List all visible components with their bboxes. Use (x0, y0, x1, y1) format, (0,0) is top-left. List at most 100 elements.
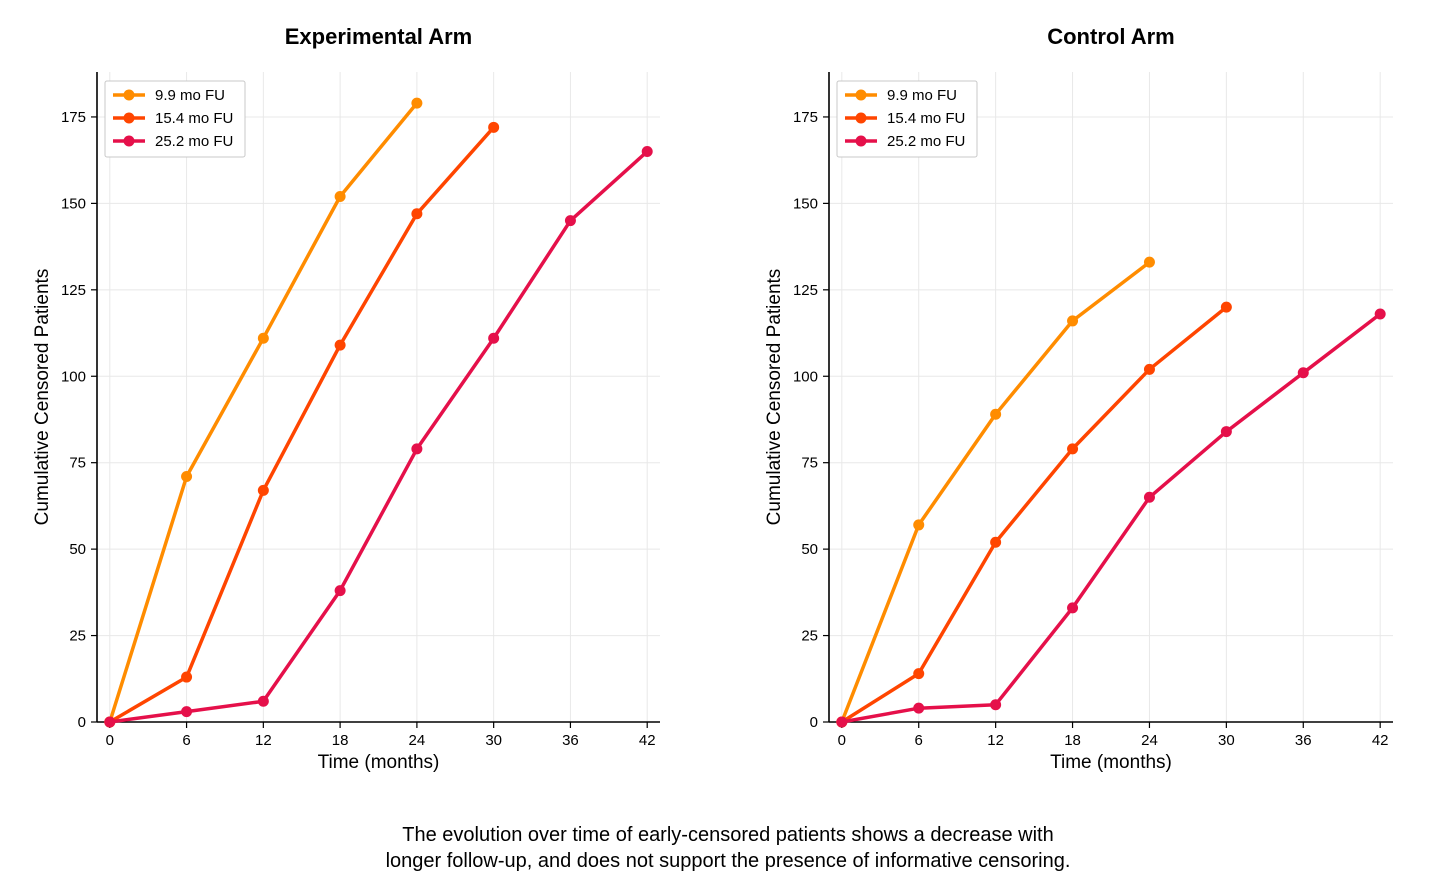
legend-label: 25.2 mo FU (887, 133, 965, 150)
caption-line-2: longer follow-up, and does not support t… (385, 850, 1071, 872)
legend-label: 25.2 mo FU (155, 133, 233, 150)
data-point (257, 332, 269, 344)
series-line (108, 125, 496, 724)
y-tick-label: 0 (810, 714, 818, 731)
legend-label: 9.9 mo FU (155, 87, 225, 104)
data-point (488, 332, 500, 344)
data-point (1067, 443, 1079, 455)
x-tick-label: 0 (106, 732, 114, 749)
legend-swatch-marker (123, 135, 135, 147)
data-point (1297, 367, 1309, 379)
x-tick-label: 18 (1064, 732, 1081, 749)
data-point (104, 716, 116, 728)
data-point (1374, 308, 1386, 320)
data-point (334, 190, 346, 202)
y-tick-label: 175 (61, 109, 86, 126)
data-point (334, 339, 346, 351)
y-tick-label: 175 (793, 109, 818, 126)
legend: 9.9 mo FU 15.4 mo FU 25.2 mo FU (104, 80, 246, 158)
x-tick-label: 0 (838, 732, 846, 749)
data-point (641, 146, 653, 158)
chart-title: Control Arm (1047, 24, 1175, 49)
legend-box (104, 80, 246, 158)
legend-swatch-marker (855, 135, 867, 147)
data-point (257, 484, 269, 496)
y-tick-label: 100 (793, 368, 818, 385)
caption-line-1: The evolution over time of early-censore… (402, 824, 1054, 846)
x-tick-label: 36 (562, 732, 579, 749)
x-tick-label: 36 (1295, 732, 1312, 749)
x-axis-label: Time (months) (1050, 752, 1172, 773)
data-point (990, 536, 1002, 548)
y-tick-label: 0 (78, 714, 86, 731)
data-point (1067, 315, 1079, 327)
x-tick-label: 30 (1218, 732, 1235, 749)
data-point (990, 699, 1002, 711)
y-tick-label: 150 (793, 195, 818, 212)
x-tick-label: 12 (255, 732, 272, 749)
series-line (108, 149, 649, 724)
data-point (990, 408, 1002, 420)
x-axis-label: Time (months) (318, 752, 440, 773)
data-point (1143, 363, 1155, 375)
chart-panel-1: Experimental Arm 0 6 12 18 24 30 36 42 0 25 50 75 100… (32, 24, 660, 773)
y-tick-label: 50 (69, 541, 86, 558)
data-point (1220, 426, 1232, 438)
figure-caption: The evolution over time of early-censore… (0, 822, 1456, 874)
x-tick-label: 12 (987, 732, 1004, 749)
data-point (334, 585, 346, 597)
y-tick-label: 25 (801, 628, 818, 645)
data-point (913, 702, 925, 714)
data-point (257, 695, 269, 707)
legend-label: 15.4 mo FU (155, 110, 233, 127)
legend-swatch-marker (855, 112, 867, 124)
legend-label: 9.9 mo FU (887, 87, 957, 104)
y-axis-label: Cumulative Censored Patients (764, 269, 785, 526)
data-point (411, 208, 423, 220)
y-tick-label: 125 (61, 282, 86, 299)
data-point (181, 471, 193, 483)
data-point (411, 443, 423, 455)
legend-box (836, 80, 978, 158)
series-line (840, 312, 1382, 724)
series-line (840, 305, 1229, 724)
data-point (181, 671, 193, 683)
data-point (1067, 602, 1079, 614)
data-point (836, 716, 848, 728)
data-point (1143, 256, 1155, 268)
y-tick-label: 75 (801, 455, 818, 472)
x-tick-label: 18 (332, 732, 349, 749)
legend-swatch-marker (123, 89, 135, 101)
data-point (913, 519, 925, 531)
charts-figure: Experimental Arm 0 6 12 18 24 30 36 42 0 25 50 75 100… (32, 24, 1393, 773)
data-point (1220, 301, 1232, 313)
x-tick-label: 30 (485, 732, 502, 749)
data-point (488, 121, 500, 133)
x-tick-label: 6 (182, 732, 190, 749)
legend: 9.9 mo FU 15.4 mo FU 25.2 mo FU (836, 80, 978, 158)
x-tick-label: 42 (1372, 732, 1389, 749)
legend-label: 15.4 mo FU (887, 110, 965, 127)
series-25-2-mo-fu (836, 308, 1386, 728)
legend-swatch-marker (123, 112, 135, 124)
y-tick-label: 75 (69, 455, 86, 472)
y-axis-label: Cumulative Censored Patients (32, 269, 53, 526)
y-tick-label: 50 (801, 541, 818, 558)
x-tick-label: 24 (409, 732, 426, 749)
series-15-4-mo-fu (104, 121, 500, 728)
grid (829, 72, 1393, 723)
chart-panel-2: Control Arm 0 6 12 18 24 30 36 42 0 25 50 75 100 125 15… (764, 24, 1393, 773)
x-tick-label: 42 (639, 732, 656, 749)
legend-swatch-marker (855, 89, 867, 101)
grid (97, 72, 660, 723)
x-tick-label: 6 (915, 732, 923, 749)
data-point (181, 706, 193, 718)
y-tick-label: 125 (793, 282, 818, 299)
x-tick-label: 24 (1141, 732, 1158, 749)
data-point (913, 668, 925, 680)
y-tick-label: 100 (61, 368, 86, 385)
y-tick-label: 150 (61, 195, 86, 212)
data-point (411, 97, 423, 109)
series-25-2-mo-fu (104, 146, 653, 728)
data-point (564, 215, 576, 227)
